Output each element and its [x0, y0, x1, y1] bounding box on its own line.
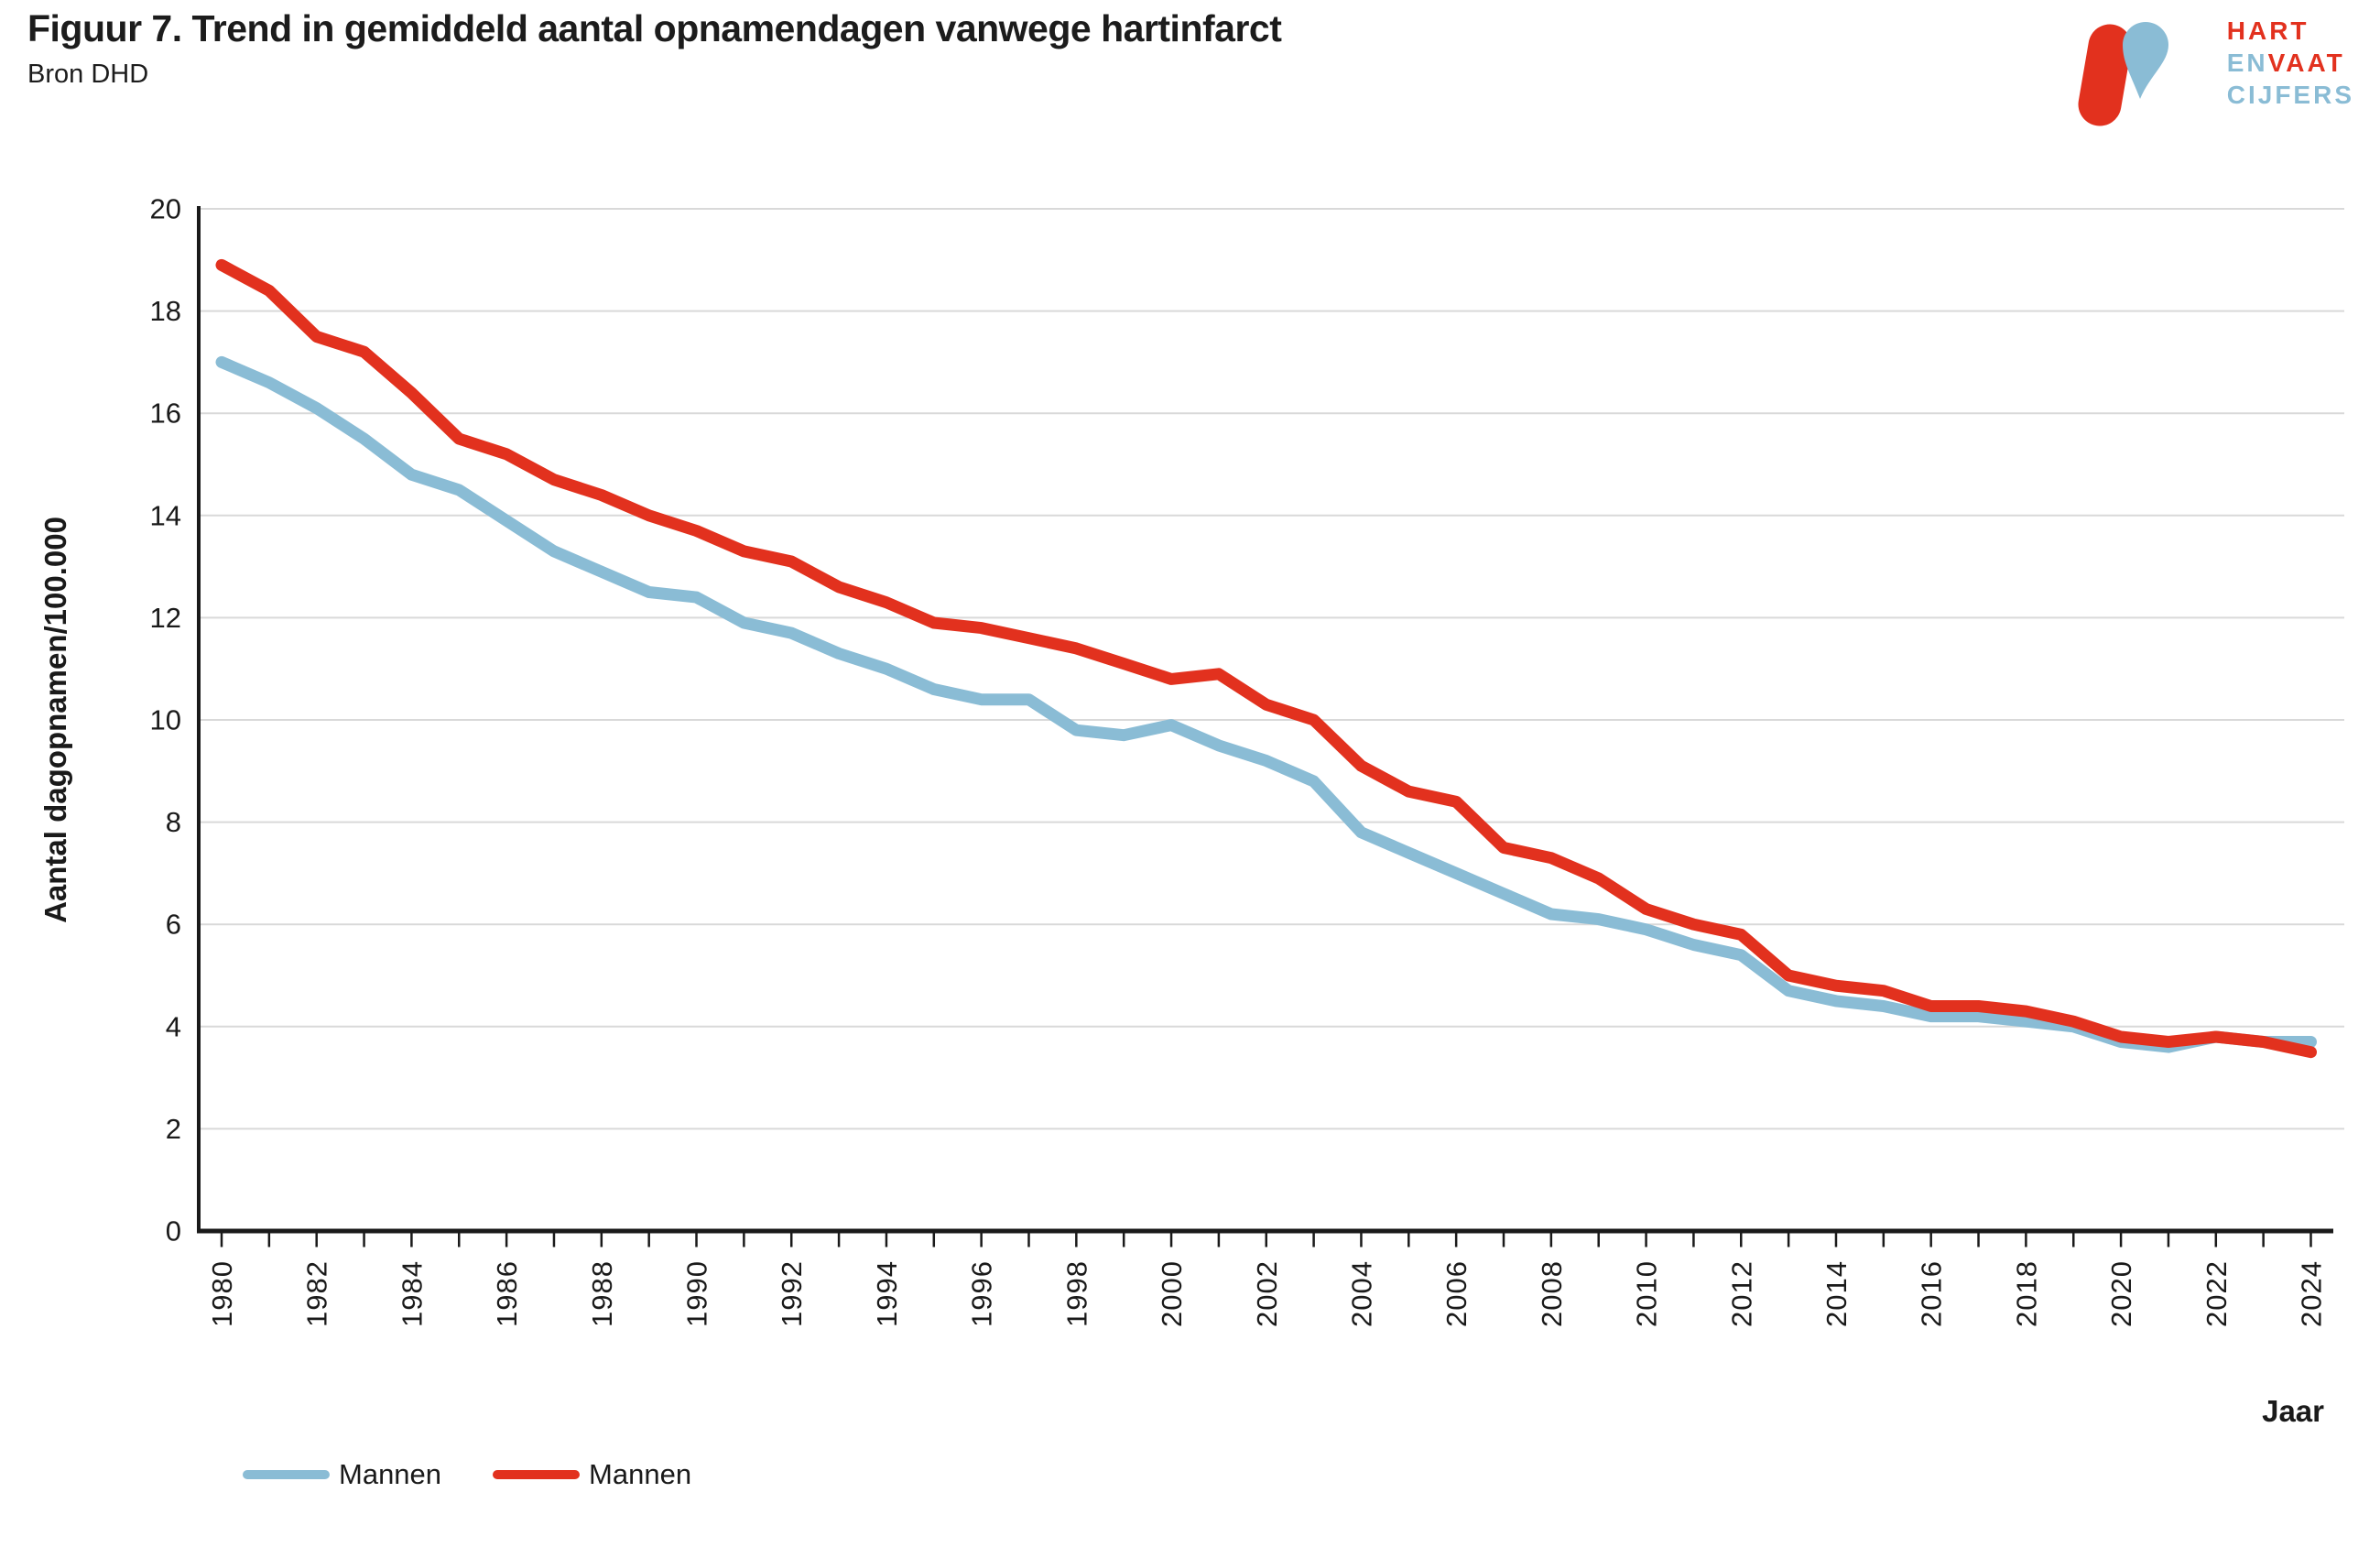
x-tick-label: 1980 [206, 1260, 238, 1327]
y-tick-label: 8 [166, 806, 181, 838]
y-tick-label: 12 [150, 602, 181, 634]
y-tick-label: 2 [166, 1113, 181, 1145]
header: Figuur 7. Trend in gemiddeld aantal opna… [27, 7, 1282, 90]
x-tick-label: 2010 [1631, 1260, 1663, 1327]
y-tick-label: 10 [150, 704, 181, 736]
y-tick-label: 20 [150, 193, 181, 225]
y-tick-label: 4 [166, 1010, 181, 1042]
x-tick-label: 2008 [1536, 1260, 1568, 1327]
logo-word-cijfers: CIJFERS [2226, 81, 2354, 109]
x-tick-label: 1996 [966, 1260, 998, 1327]
x-tick-label: 1982 [301, 1260, 333, 1327]
series-line-red [215, 258, 2317, 1059]
x-tick-label: 2022 [2201, 1260, 2233, 1327]
x-tick-label: 1988 [586, 1260, 618, 1327]
x-tick-label: 2018 [2010, 1260, 2042, 1327]
legend: Mannen Mannen [243, 1458, 691, 1491]
legend-label: Mannen [589, 1458, 692, 1490]
x-tick-label: 2000 [1156, 1260, 1188, 1327]
y-tick-label: 6 [166, 909, 181, 941]
x-tick-label: 1990 [681, 1260, 713, 1327]
y-tick-label: 18 [150, 295, 181, 327]
x-tick-label: 1984 [396, 1260, 428, 1327]
legend-swatch-blue [243, 1470, 330, 1479]
x-axis-title: Jaar [2262, 1394, 2324, 1428]
hartenvaatcijfers-logo: HART ENVAAT CIJFERS [2077, 5, 2354, 129]
logo-text: HART ENVAAT CIJFERS [2227, 15, 2354, 111]
x-tick-label: 2004 [1345, 1260, 1377, 1327]
x-tick-label: 2024 [2296, 1260, 2328, 1327]
x-tick-label: 1998 [1060, 1260, 1092, 1327]
x-tick-label: 1992 [776, 1260, 808, 1327]
logo-word-en: EN [2226, 49, 2268, 77]
x-tick-label: 1986 [491, 1260, 523, 1327]
x-tick-label: 2020 [2105, 1260, 2137, 1327]
y-axis-title: Aantal dagopnamen/100.000 [38, 517, 72, 923]
x-tick-label: 2014 [1820, 1260, 1853, 1327]
series-line-blue [215, 355, 2317, 1053]
x-tick-label: 2012 [1725, 1260, 1757, 1327]
y-tick-label: 16 [150, 398, 181, 430]
legend-label: Mannen [339, 1458, 442, 1490]
x-tick-label: 1994 [871, 1260, 903, 1327]
logo-word-vaat: VAAT [2267, 49, 2345, 77]
x-tick-label: 2002 [1251, 1260, 1283, 1327]
x-tick-label: 2006 [1440, 1260, 1473, 1327]
heart-logo-icon [2078, 22, 2168, 126]
y-tick-label: 0 [166, 1215, 181, 1247]
y-tick-label: 14 [150, 499, 181, 531]
logo-word-hart: HART [2226, 16, 2309, 45]
figure-title: Figuur 7. Trend in gemiddeld aantal opna… [27, 7, 1282, 49]
x-tick-label: 2016 [1916, 1260, 1948, 1327]
legend-item-mannen-blauw: Mannen [243, 1458, 441, 1491]
legend-swatch-red [493, 1470, 581, 1479]
legend-item-mannen-rood: Mannen [493, 1458, 691, 1491]
figure-source: Bron DHD [27, 60, 149, 89]
